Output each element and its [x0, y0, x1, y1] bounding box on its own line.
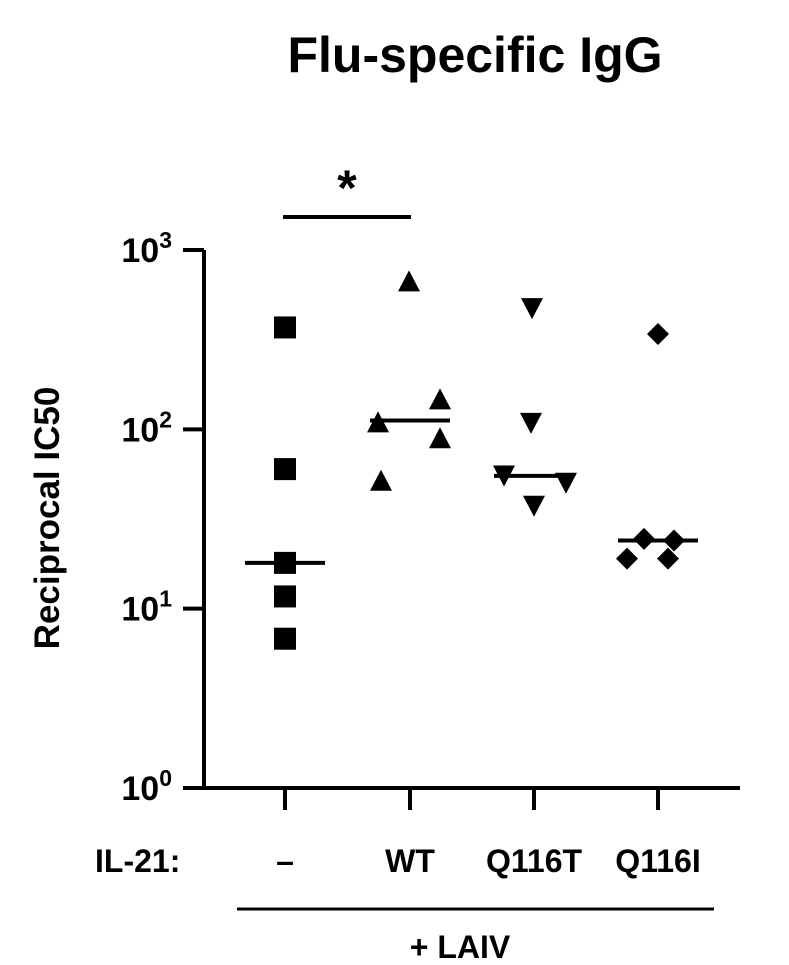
x-labels: – WT Q116T Q116I [276, 843, 701, 879]
data-point [274, 551, 296, 574]
data-points [274, 270, 685, 650]
data-point [429, 427, 451, 449]
x-tick-label: Q116T [486, 843, 583, 879]
y-ticks: 100 101 102 103 [121, 227, 204, 808]
data-point [429, 388, 451, 410]
axes [202, 250, 740, 790]
data-point [398, 270, 420, 292]
data-point [520, 412, 542, 434]
data-point [274, 316, 296, 339]
data-point [657, 547, 679, 570]
il21-row-label: IL-21: [95, 843, 180, 879]
y-tick-label: 103 [121, 227, 172, 270]
y-axis-label: Reciprocal IC50 [28, 387, 67, 650]
x-tick-label: WT [385, 843, 435, 879]
data-point [647, 323, 669, 346]
x-ticks [283, 788, 660, 810]
data-point [523, 495, 545, 517]
data-point [633, 527, 655, 550]
data-point [274, 458, 296, 481]
significance-star: * [337, 160, 357, 216]
x-tick-label: Q116I [615, 843, 700, 879]
data-point [616, 547, 638, 570]
data-point [370, 469, 392, 491]
median-lines [245, 418, 698, 565]
data-point [521, 298, 543, 320]
data-point [555, 472, 577, 494]
y-tick-label: 101 [121, 586, 172, 629]
y-tick-label: 100 [121, 765, 172, 808]
data-point [274, 585, 296, 608]
x-tick-label: – [276, 843, 294, 879]
data-point [493, 465, 515, 487]
significance-annotation: * [283, 160, 411, 219]
data-point [274, 627, 296, 650]
y-tick-label: 102 [121, 406, 172, 449]
data-point [367, 411, 389, 433]
data-point [663, 529, 685, 552]
laiv-group-label: + LAIV [410, 929, 511, 965]
chart-title: Flu-specific IgG [287, 27, 662, 83]
